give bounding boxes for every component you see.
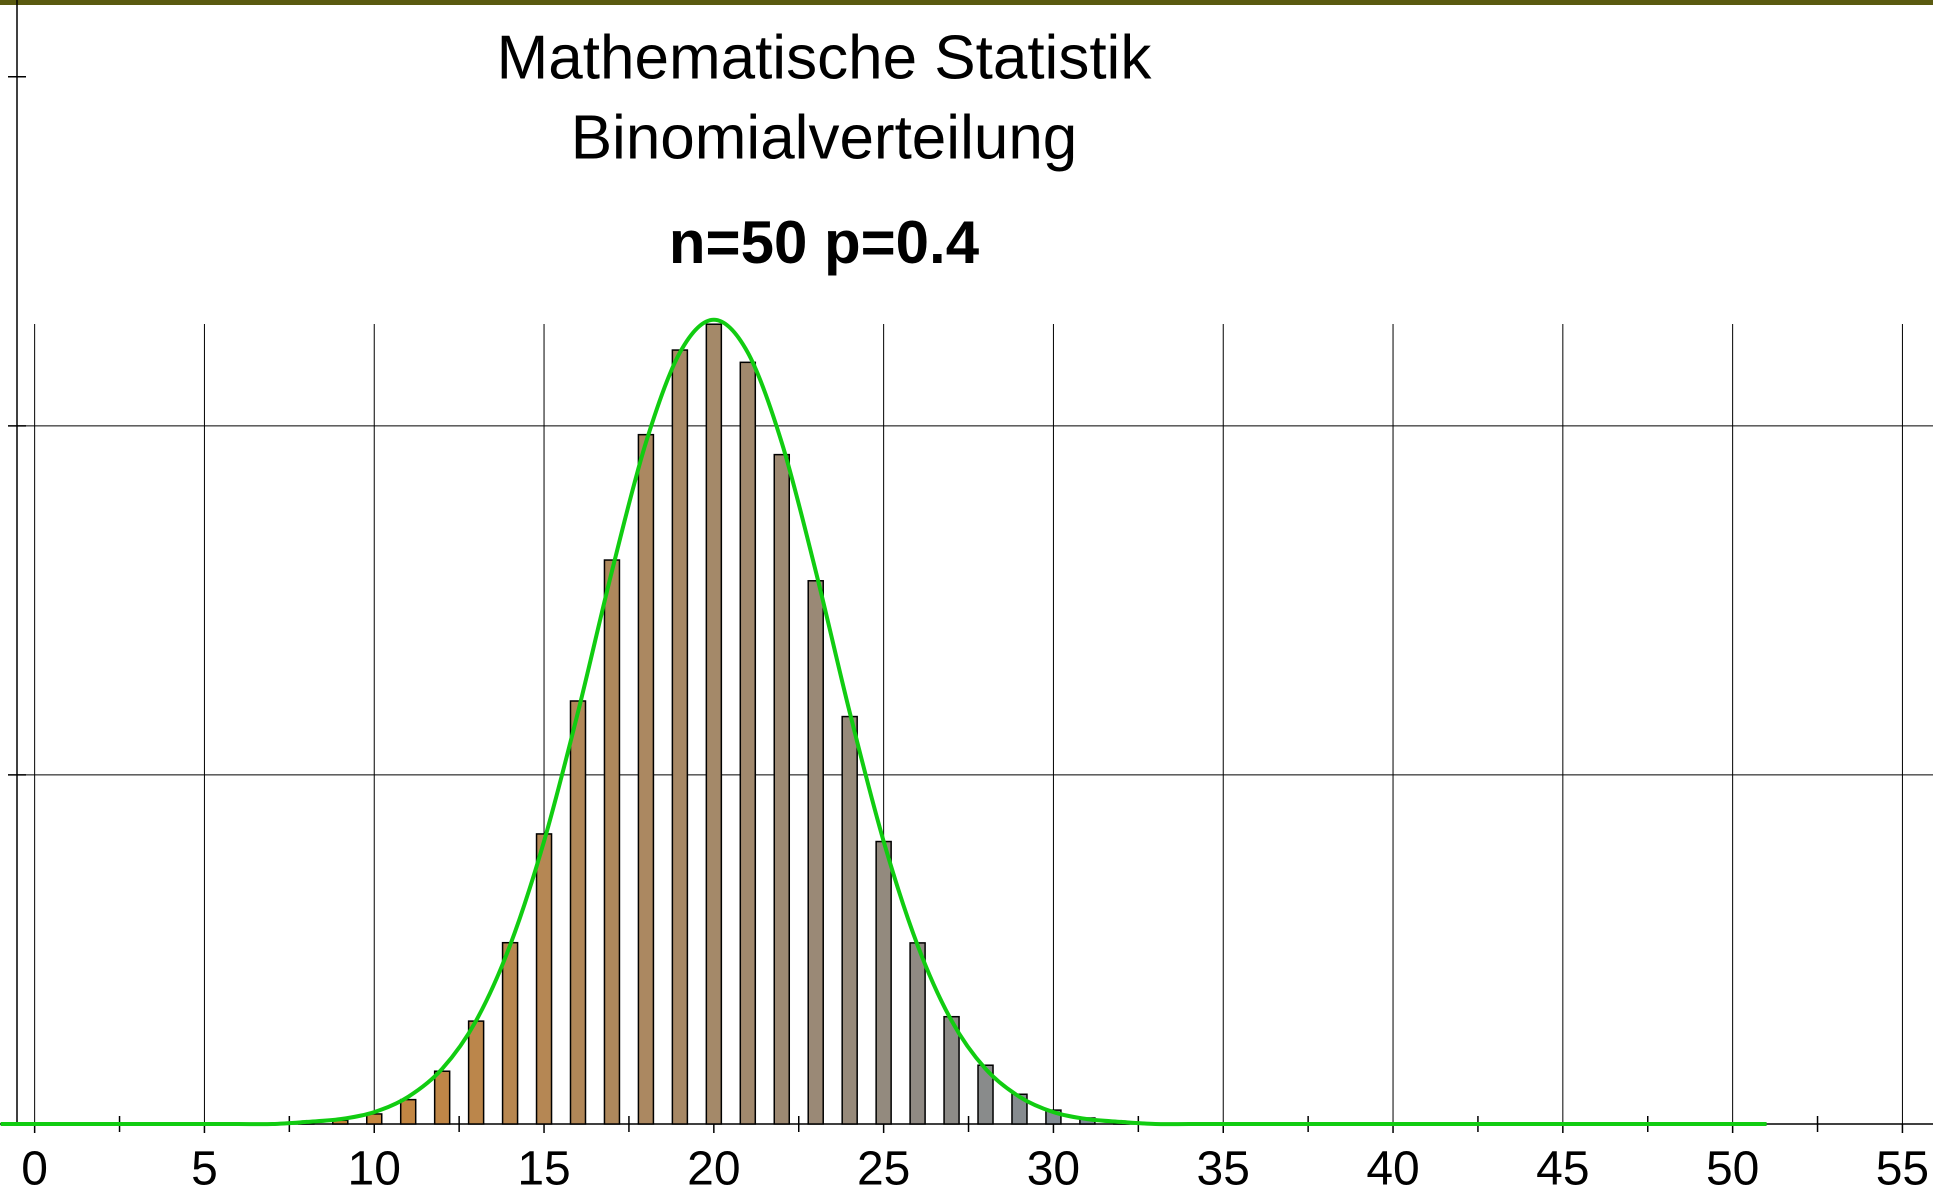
bar — [807, 580, 824, 1125]
bar — [977, 1064, 994, 1125]
x-tick-label: 35 — [1197, 1143, 1250, 1193]
x-tick-label: 40 — [1366, 1143, 1419, 1193]
bar — [637, 433, 655, 1125]
bar — [909, 942, 926, 1125]
annotation: n=50 p=0.4 — [669, 209, 980, 276]
bar — [569, 700, 587, 1125]
x-tick-label: 55 — [1876, 1143, 1929, 1193]
chart-subtitle: Binomialverteilung — [571, 103, 1078, 172]
bar — [773, 453, 791, 1125]
bar — [603, 559, 621, 1125]
bar — [1011, 1093, 1028, 1125]
bar — [739, 361, 757, 1125]
top-bar — [0, 0, 1933, 5]
bar — [433, 1070, 451, 1125]
chart-title: Mathematische Statistik — [497, 23, 1153, 92]
x-tick-label: 15 — [517, 1143, 570, 1193]
bar — [535, 833, 553, 1125]
x-tick-label: 45 — [1536, 1143, 1589, 1193]
bar — [875, 840, 892, 1125]
x-tick-label: 30 — [1027, 1143, 1080, 1193]
bar — [705, 323, 723, 1125]
x-tick-label: 0 — [21, 1143, 48, 1193]
x-tick-label: 10 — [348, 1143, 401, 1193]
x-tick-label: 5 — [191, 1143, 218, 1193]
x-tick-label: 25 — [857, 1143, 910, 1193]
bar — [841, 715, 858, 1125]
density-curve — [0, 317, 1767, 1127]
bar — [467, 1020, 485, 1125]
bar — [399, 1098, 417, 1125]
bar — [501, 941, 519, 1125]
x-tick-label: 20 — [687, 1143, 740, 1193]
x-tick-label: 50 — [1706, 1143, 1759, 1193]
bar — [671, 349, 689, 1125]
